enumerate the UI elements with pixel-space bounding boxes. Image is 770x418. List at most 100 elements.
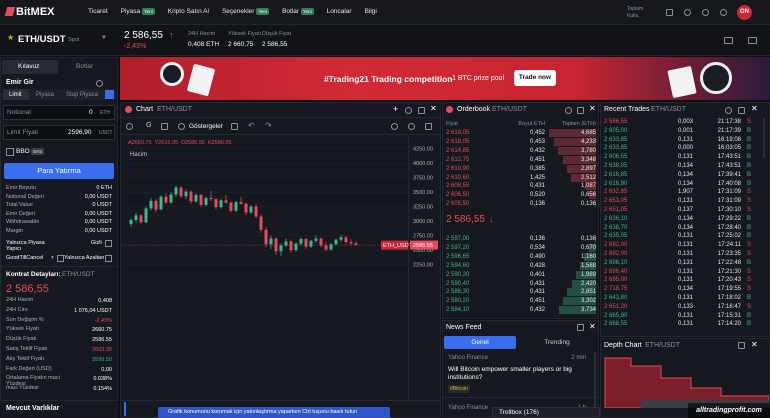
- menu-label[interactable]: Seçenekler: [221, 8, 255, 15]
- panel-symbol: ETH/USDT: [645, 342, 680, 349]
- tool-icon[interactable]: G: [146, 122, 152, 129]
- gear-icon[interactable]: [725, 107, 732, 114]
- expand-icon[interactable]: [418, 107, 425, 114]
- tab[interactable]: Botlar: [76, 63, 93, 70]
- scroll-indicator: [124, 402, 126, 416]
- tool-icon[interactable]: [178, 123, 185, 130]
- deposit-button[interactable]: Para Yatırma: [4, 163, 114, 179]
- news-tab[interactable]: Trending: [544, 339, 570, 346]
- menu-item[interactable]: Bilgi: [365, 8, 377, 15]
- close-button[interactable]: ✕: [589, 104, 596, 113]
- tool-icon[interactable]: [161, 123, 168, 130]
- close-button[interactable]: ✕: [430, 104, 437, 113]
- trade-price: 2 606,55: [604, 154, 628, 161]
- book-total: 2,512: [580, 174, 596, 181]
- menu-item[interactable]: Ticaret: [88, 8, 108, 15]
- logo[interactable]: BitMEX: [16, 6, 55, 18]
- gear-icon[interactable]: [96, 80, 103, 87]
- expand-icon[interactable]: [577, 107, 584, 114]
- tool-icon[interactable]: [126, 123, 133, 130]
- gear-icon[interactable]: [565, 107, 572, 114]
- stat-value: 2 660,75: [228, 41, 254, 48]
- banner-cta[interactable]: Trade now: [514, 70, 556, 86]
- summary-value: 0 ETH: [96, 185, 112, 191]
- panel-symbol: ETH/USDT: [651, 106, 686, 113]
- panel-icon: [446, 106, 453, 113]
- order-type-bar: [2, 89, 116, 100]
- divider: [120, 400, 441, 401]
- undo-icon[interactable]: ↶: [248, 121, 255, 130]
- expand-icon[interactable]: [738, 107, 745, 114]
- close-button[interactable]: ✕: [751, 340, 758, 349]
- depth-bar: [584, 252, 596, 261]
- checkbox[interactable]: [57, 255, 64, 262]
- menu-item[interactable]: Loncalar: [327, 8, 352, 15]
- ticker-symbol[interactable]: ETH/USDT: [18, 34, 66, 45]
- close-button[interactable]: ✕: [589, 322, 596, 331]
- menu-item[interactable]: Botlar Yeni: [282, 8, 314, 15]
- tool-icon[interactable]: [391, 123, 398, 130]
- tif-select[interactable]: GoodTillCancel: [6, 255, 44, 261]
- tool-icon[interactable]: [408, 123, 415, 130]
- summary-value: 0,00 USDT: [84, 227, 112, 234]
- menu-item[interactable]: Kripto Satın Al: [168, 8, 209, 15]
- input-box[interactable]: [3, 125, 115, 140]
- menu-badge: Yeni: [301, 8, 314, 15]
- star-icon[interactable]: ★: [7, 33, 15, 42]
- close-button[interactable]: ✕: [751, 104, 758, 113]
- menu-item[interactable]: Piyasa Yeni: [121, 8, 155, 15]
- input-box[interactable]: [3, 105, 115, 120]
- trade-side: S: [747, 268, 752, 275]
- bell-icon[interactable]: [684, 9, 691, 16]
- checkbox[interactable]: [105, 255, 112, 262]
- camera-icon[interactable]: [425, 123, 432, 130]
- order-type[interactable]: Piyasa: [36, 92, 55, 98]
- indicators-button[interactable]: Göstergeler: [189, 123, 223, 130]
- news-tab[interactable]: Genel: [444, 336, 516, 349]
- tool-icon[interactable]: [231, 123, 238, 130]
- order-type[interactable]: Limit: [9, 92, 22, 98]
- redo-icon[interactable]: ↷: [265, 121, 272, 130]
- trade-side: S: [747, 189, 752, 196]
- tab[interactable]: Kılavuz: [18, 63, 40, 70]
- trade-side: B: [747, 295, 752, 301]
- menu-label[interactable]: Piyasa: [120, 8, 141, 15]
- menu-label[interactable]: Kripto Satın Al: [167, 8, 209, 15]
- screen-icon[interactable]: [748, 37, 757, 44]
- assets-title[interactable]: Mevcut Varlıklar: [6, 405, 60, 412]
- order-type[interactable]: Stop Piyasa: [66, 92, 99, 98]
- menu-label[interactable]: Botlar: [282, 8, 300, 15]
- depth-bar: [558, 306, 596, 315]
- trade-price: 2 695,00: [604, 277, 628, 284]
- type-dropdown[interactable]: [105, 90, 114, 99]
- caret[interactable]: ▼: [101, 35, 107, 41]
- menu-item[interactable]: Seçenekler Yeni: [221, 8, 270, 15]
- trade-price: 2 616,85: [604, 171, 628, 178]
- ticker-bar: [0, 25, 770, 56]
- checkbox[interactable]: [105, 240, 112, 247]
- trade-side: B: [747, 163, 752, 169]
- promo-banner[interactable]: [120, 57, 770, 100]
- menu-label[interactable]: Ticaret: [88, 8, 108, 15]
- book-size: 0,136: [529, 201, 545, 208]
- menu-label[interactable]: Loncalar: [326, 8, 352, 15]
- gear-icon[interactable]: [405, 107, 412, 114]
- trade-time: 17:15:31: [717, 312, 741, 319]
- news-headline[interactable]: Will Bitcoin empower smaller players or …: [448, 366, 572, 381]
- scrollbar[interactable]: [763, 118, 765, 158]
- book-size: 0,520: [529, 192, 545, 199]
- expand-icon[interactable]: [577, 324, 584, 331]
- avatar[interactable]: ON: [737, 5, 752, 20]
- trollbox[interactable]: Trollbox (176): [492, 407, 600, 418]
- menu-label[interactable]: Bilgi: [364, 8, 377, 15]
- expand-icon[interactable]: [738, 342, 745, 349]
- trade-size: 0,137: [677, 207, 693, 213]
- layout-icon[interactable]: [724, 37, 733, 44]
- checkbox[interactable]: [6, 148, 14, 156]
- scrollbar[interactable]: [594, 352, 596, 412]
- add-button[interactable]: +: [393, 104, 399, 114]
- help-icon[interactable]: [720, 9, 727, 16]
- wallet-icon[interactable]: [666, 9, 673, 16]
- trade-time: 16:19:08: [717, 136, 741, 143]
- settings-icon[interactable]: [702, 9, 709, 16]
